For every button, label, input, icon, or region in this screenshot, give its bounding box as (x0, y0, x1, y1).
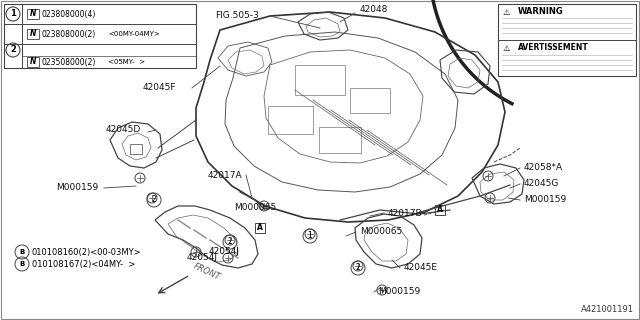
Text: FRONT: FRONT (192, 262, 222, 282)
Text: 42045E: 42045E (404, 263, 438, 273)
Text: N: N (30, 58, 36, 67)
Bar (295, 65, 345, 95)
Text: 42058*A: 42058*A (524, 164, 563, 172)
Bar (350, 87, 390, 113)
Bar (27, 57, 39, 67)
Bar (27, 29, 39, 39)
Text: AVERTISSEMENT: AVERTISSEMENT (518, 44, 589, 52)
Text: 42054J: 42054J (187, 253, 218, 262)
Text: A421001191: A421001191 (581, 305, 634, 314)
Bar (130, 144, 142, 154)
Text: A: A (437, 205, 443, 214)
Text: 42017A: 42017A (208, 171, 243, 180)
Text: 023508000(2): 023508000(2) (42, 58, 97, 67)
Text: 42054J: 42054J (209, 247, 240, 257)
Text: 2: 2 (356, 263, 360, 273)
Bar (255, 223, 265, 233)
Text: FIG.505-3: FIG.505-3 (215, 12, 259, 20)
Text: <00MY-04MY>: <00MY-04MY> (108, 31, 160, 37)
Text: A: A (257, 223, 263, 233)
Text: 42017B: 42017B (388, 209, 422, 218)
Text: 010108160(2)<00-03MY>: 010108160(2)<00-03MY> (32, 247, 141, 257)
Text: 42045F: 42045F (143, 84, 177, 92)
Text: 42045D: 42045D (106, 125, 141, 134)
Text: 023808000(4): 023808000(4) (42, 10, 97, 19)
Text: M000159: M000159 (56, 183, 99, 193)
Text: 2: 2 (228, 237, 232, 246)
Text: ⚠: ⚠ (503, 44, 511, 52)
Text: 2: 2 (152, 196, 156, 204)
Text: M000159: M000159 (524, 196, 566, 204)
Text: 42048: 42048 (360, 5, 388, 14)
Text: M000065: M000065 (360, 228, 403, 236)
Text: M000065: M000065 (234, 204, 276, 212)
Text: N: N (30, 10, 36, 19)
Text: 1: 1 (10, 10, 16, 19)
Text: B: B (19, 261, 24, 267)
Text: M000159: M000159 (378, 287, 420, 297)
Text: <05MY-  >: <05MY- > (108, 59, 145, 65)
Text: 42045G: 42045G (524, 180, 559, 188)
Bar (27, 9, 39, 19)
Bar (498, 4, 636, 76)
Text: 010108167(2)<04MY-  >: 010108167(2)<04MY- > (32, 260, 136, 268)
Bar (268, 106, 312, 134)
Text: B: B (19, 249, 24, 255)
Text: ⚠: ⚠ (503, 7, 511, 17)
Text: WARNING: WARNING (518, 7, 564, 17)
Bar (4, 4, 196, 68)
Text: 1: 1 (308, 231, 312, 241)
Text: N: N (30, 29, 36, 38)
Text: 023808000(2): 023808000(2) (42, 29, 96, 38)
Bar (319, 127, 361, 153)
Bar (435, 205, 445, 215)
Text: 2: 2 (10, 45, 16, 54)
